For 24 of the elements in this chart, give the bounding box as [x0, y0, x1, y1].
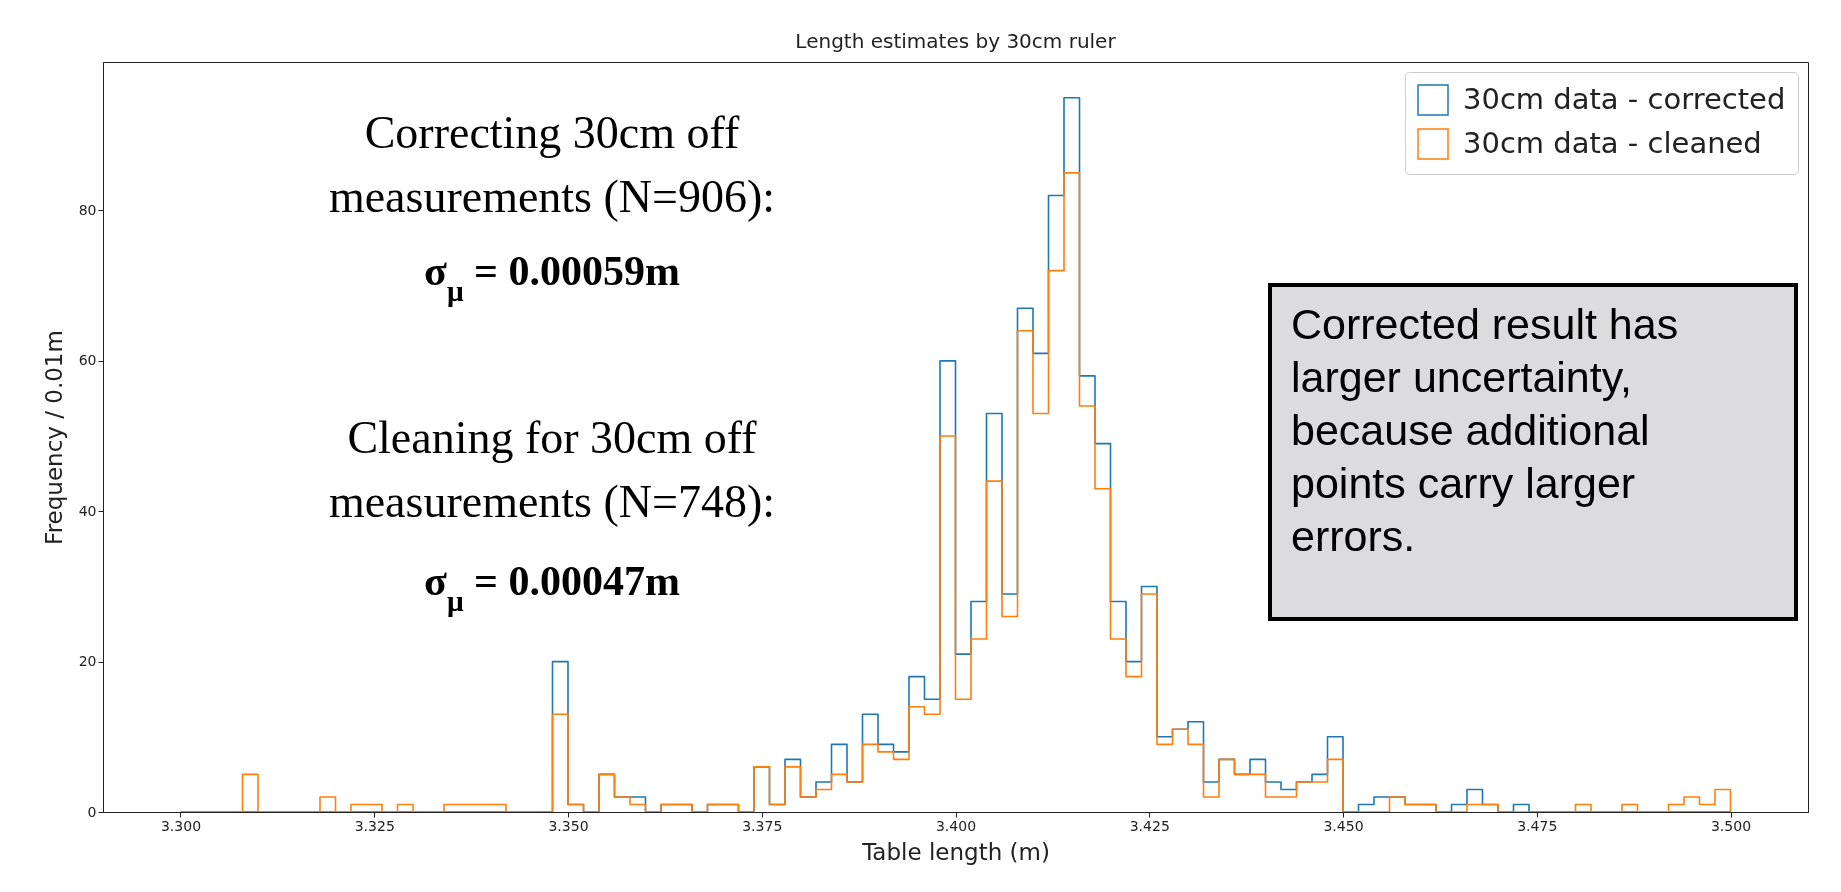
x-tick-label: 3.350 [548, 817, 589, 834]
x-tick-label: 3.500 [1710, 817, 1752, 834]
x-tick-label: 3.400 [935, 817, 977, 834]
annotation: Cleaning for 30cm off measurements (N=748): [328, 412, 776, 527]
x-tick-label: 3.325 [354, 817, 395, 834]
x-axis-title: Table length (m) [861, 838, 1050, 865]
y-tick-label: 40 [78, 502, 97, 519]
x-tick-label: 3.425 [1129, 817, 1170, 834]
annotation: σ$_{μ}$ = 0.00047m [424, 558, 680, 617]
x-tick-label: 3.300 [160, 817, 202, 834]
annotation: Corrected result has larger uncertainty, because additional points carry larger errors. [1291, 300, 1679, 560]
legend-label: 30cm data - corrected [1463, 82, 1786, 116]
annotation: Correcting 30cm off measurements (N=906): [328, 107, 776, 222]
x-tick-label: 3.450 [1323, 817, 1364, 834]
y-tick-label: 80 [78, 202, 97, 218]
y-tick-label: 60 [78, 352, 97, 369]
x-tick-label: 3.375 [742, 817, 783, 834]
y-tick-label: 20 [78, 653, 97, 670]
chart-title: Length estimates by 30cm ruler [795, 29, 1117, 53]
y-axis-title: Frequency / 0.01m [40, 330, 67, 545]
y-tick-label: 0 [87, 803, 97, 820]
annotation: σ$_{μ}$ = 0.00059m [424, 248, 680, 307]
x-tick-label: 3.475 [1517, 817, 1558, 834]
legend-label: 30cm data - cleaned [1463, 126, 1762, 160]
